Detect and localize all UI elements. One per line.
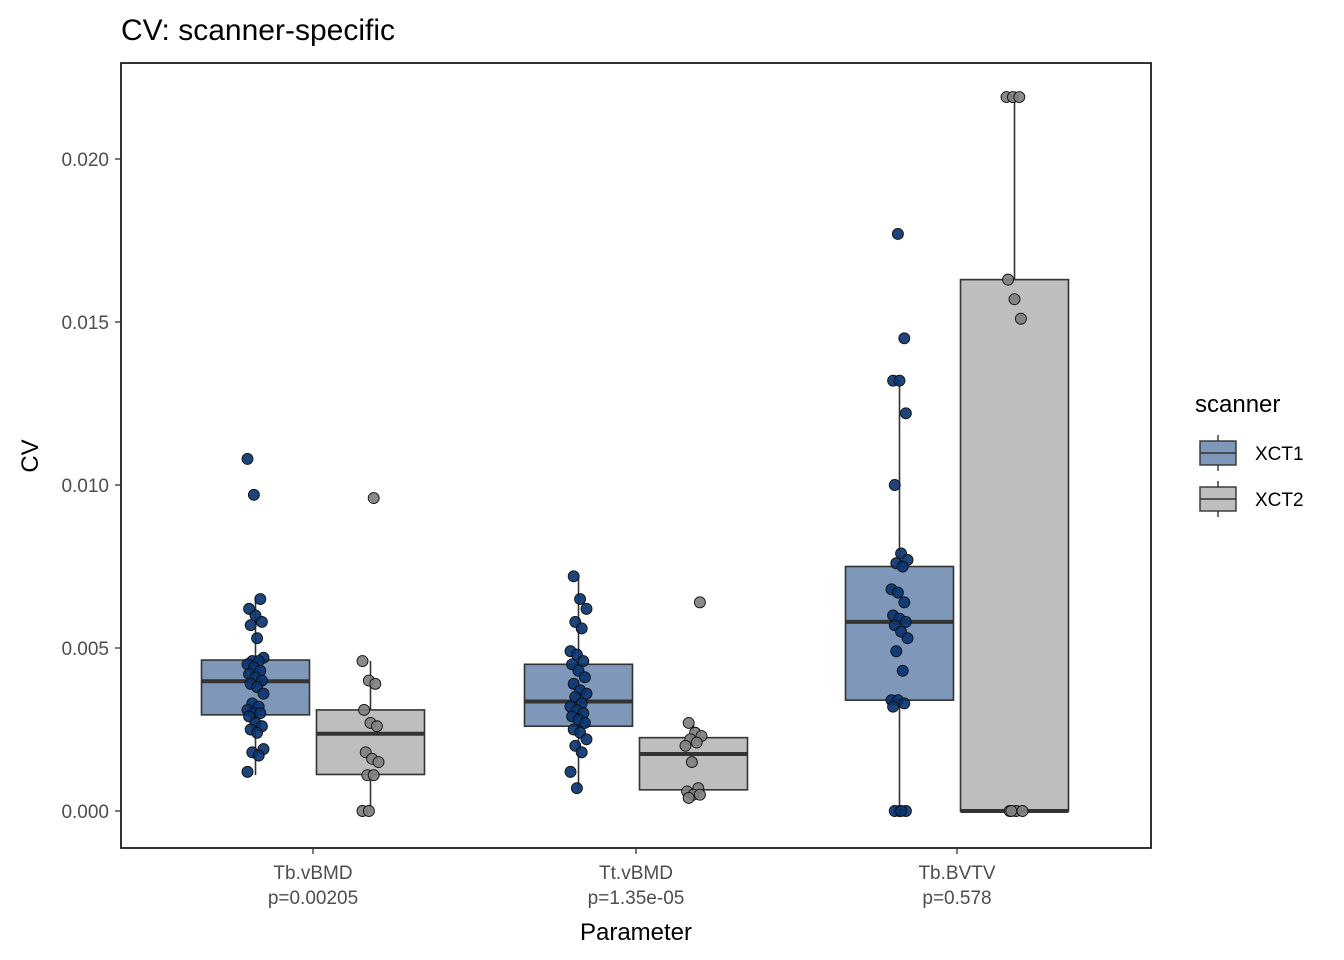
data-point: [893, 374, 906, 387]
data-point: [685, 756, 698, 769]
box-group-XCT2-Tb.vBMD: [315, 492, 426, 817]
x-axis-title: Parameter: [580, 919, 692, 946]
data-point: [899, 615, 912, 628]
box-group-XCT1-Tb.BVTV: [844, 228, 955, 817]
data-point: [901, 632, 914, 645]
data-point: [372, 756, 385, 769]
data-point: [247, 488, 260, 501]
data-point: [898, 697, 911, 710]
data-point: [580, 687, 593, 700]
y-tick-label: 0.015: [61, 313, 109, 334]
data-point: [255, 615, 268, 628]
y-tick-label: 0.005: [61, 639, 109, 660]
data-point: [370, 720, 383, 733]
data-point: [358, 703, 371, 716]
data-point: [564, 765, 577, 778]
data-point: [254, 707, 267, 720]
data-point: [575, 746, 588, 759]
data-point: [891, 228, 904, 240]
legend: scanner XCT1 XCT2: [1195, 391, 1304, 517]
data-point: [693, 788, 706, 801]
data-point: [578, 717, 591, 729]
x-tick-label: Tb.BVTV: [918, 863, 995, 884]
data-point: [257, 687, 270, 700]
legend-entry-XCT1: XCT1: [1199, 435, 1304, 471]
chart-title: CV: scanner-specific: [121, 14, 395, 47]
x-tick-label: Tb.vBMD: [273, 863, 352, 884]
data-point: [891, 586, 904, 599]
legend-label: XCT1: [1255, 444, 1304, 465]
data-point: [887, 700, 900, 713]
data-point: [367, 769, 380, 782]
data-point: [580, 602, 593, 615]
plot-area: [200, 91, 1070, 817]
data-point: [241, 765, 254, 778]
x-tick-label: Tt.vBMD: [599, 863, 673, 884]
data-point: [898, 596, 911, 609]
data-point: [578, 671, 591, 684]
y-tick-label: 0.000: [61, 802, 109, 823]
data-point: [898, 332, 911, 345]
data-point: [580, 733, 593, 746]
data-point: [896, 664, 909, 677]
data-point: [244, 619, 257, 632]
data-point: [575, 622, 588, 635]
legend-title: scanner: [1195, 391, 1280, 418]
data-point: [1008, 293, 1021, 306]
data-point: [252, 749, 265, 762]
data-point: [1016, 805, 1029, 817]
box-group-XCT2-Tt.vBMD: [638, 596, 749, 804]
data-point: [890, 645, 903, 658]
data-point: [367, 492, 380, 504]
box: [959, 278, 1070, 812]
data-point: [251, 632, 264, 645]
data-point: [251, 726, 264, 739]
data-point: [254, 593, 267, 606]
data-point: [362, 805, 375, 817]
data-point: [1014, 312, 1027, 325]
box-group-XCT1-Tt.vBMD: [523, 570, 634, 795]
y-tick-label: 0.010: [61, 476, 109, 497]
y-tick-label: 0.020: [61, 150, 109, 171]
data-point: [888, 479, 901, 491]
legend-label: XCT2: [1255, 490, 1304, 511]
legend-entry-XCT2: XCT2: [1199, 481, 1304, 517]
data-point: [1013, 91, 1026, 104]
data-point: [567, 570, 580, 583]
data-point: [690, 736, 703, 749]
y-axis: 0.000 0.005 0.010 0.015 0.020: [61, 150, 121, 823]
data-point: [241, 452, 254, 465]
data-point: [1002, 273, 1015, 286]
data-point: [895, 805, 908, 817]
data-point: [682, 792, 695, 804]
data-point: [356, 655, 369, 667]
data-point: [1005, 805, 1018, 817]
y-axis-title: CV: [17, 439, 44, 472]
box-group-XCT2-Tb.BVTV: [959, 91, 1070, 817]
box-group-XCT1-Tb.vBMD: [200, 452, 311, 778]
x-axis: Tb.vBMD p=0.00205 Tt.vBMD p=1.35e-05 Tb.BVTV…: [268, 848, 996, 909]
x-tick-sublabel: p=0.578: [922, 888, 991, 909]
data-point: [899, 407, 912, 420]
data-point: [679, 739, 692, 752]
x-tick-sublabel: p=0.00205: [268, 888, 358, 909]
data-point: [574, 593, 587, 606]
data-point: [693, 596, 706, 609]
x-tick-sublabel: p=1.35e-05: [588, 888, 685, 909]
data-point: [577, 655, 590, 667]
data-point: [896, 560, 909, 573]
data-point: [682, 717, 695, 729]
data-point: [570, 782, 583, 795]
data-point: [369, 677, 382, 690]
